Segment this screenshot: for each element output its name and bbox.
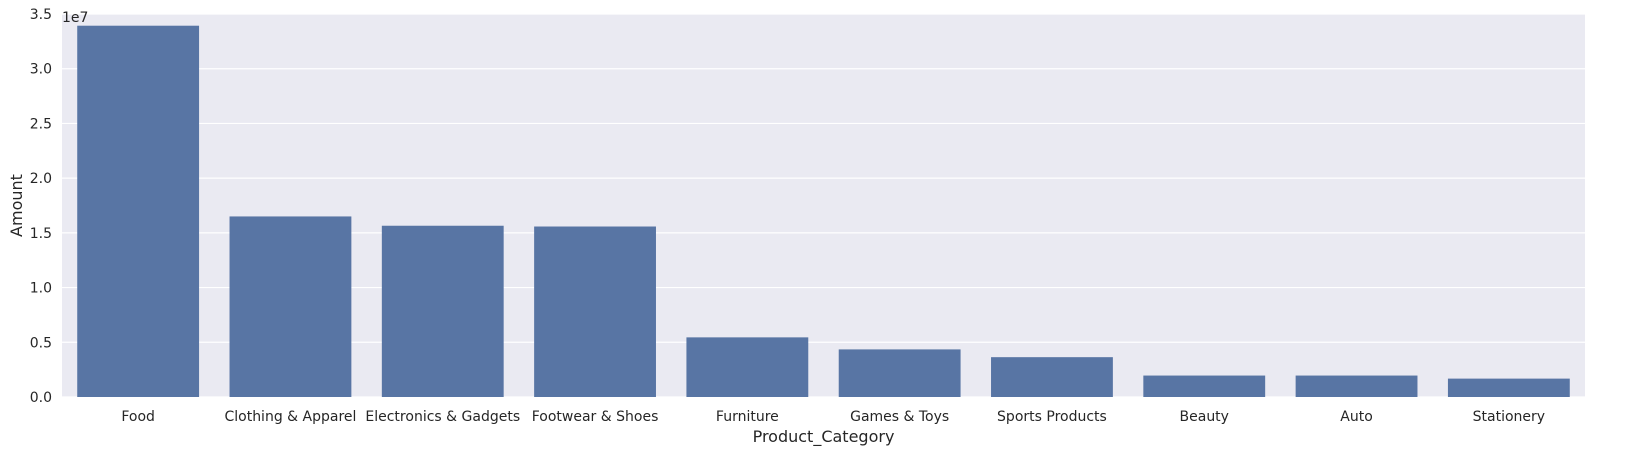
x-tick-label: Clothing & Apparel: [224, 409, 356, 425]
x-tick-label: Furniture: [716, 409, 779, 425]
bar-electronics-gadgets: [381, 225, 504, 397]
y-tick-label: 1.5: [30, 226, 52, 242]
y-tick-label: 1.0: [30, 281, 52, 297]
bar-auto: [1295, 375, 1418, 397]
x-tick-label: Stationery: [1473, 409, 1545, 425]
x-tick-label: Games & Toys: [850, 409, 949, 425]
x-tick-label: Footwear & Shoes: [532, 409, 659, 425]
bar-sports-products: [991, 357, 1113, 397]
y-tick-label: 0.0: [30, 390, 52, 406]
x-tick-label: Electronics & Gadgets: [365, 409, 520, 425]
bar-food: [77, 25, 200, 397]
y-offset-label: 1e7: [62, 10, 88, 26]
x-tick-label: Auto: [1340, 409, 1373, 425]
y-tick-label: 2.0: [30, 171, 52, 187]
x-tick-labels: Food Clothing & Apparel Electronics & Gadg…: [121, 409, 1545, 425]
bar-footwear-shoes: [534, 226, 656, 397]
y-tick-label: 3.0: [30, 62, 52, 78]
bar-furniture: [686, 337, 809, 397]
x-axis-label: Product_Category: [753, 427, 895, 447]
bar-clothing-apparel: [229, 216, 352, 397]
y-tick-label: 2.5: [30, 116, 52, 132]
x-tick-label: Food: [121, 409, 155, 425]
bar-beauty: [1143, 375, 1266, 397]
x-tick-label: Beauty: [1180, 409, 1229, 425]
y-tick-labels: 0.0 0.5 1.0 1.5 2.0 2.5 3.0 3.5: [30, 7, 52, 406]
bars: [77, 25, 1570, 397]
y-tick-label: 0.5: [30, 335, 52, 351]
y-axis-label: Amount: [7, 174, 26, 237]
x-tick-label: Sports Products: [997, 409, 1107, 425]
bar-stationery: [1447, 378, 1570, 397]
bar-games-toys: [838, 349, 961, 397]
y-tick-label: 3.5: [30, 7, 52, 23]
